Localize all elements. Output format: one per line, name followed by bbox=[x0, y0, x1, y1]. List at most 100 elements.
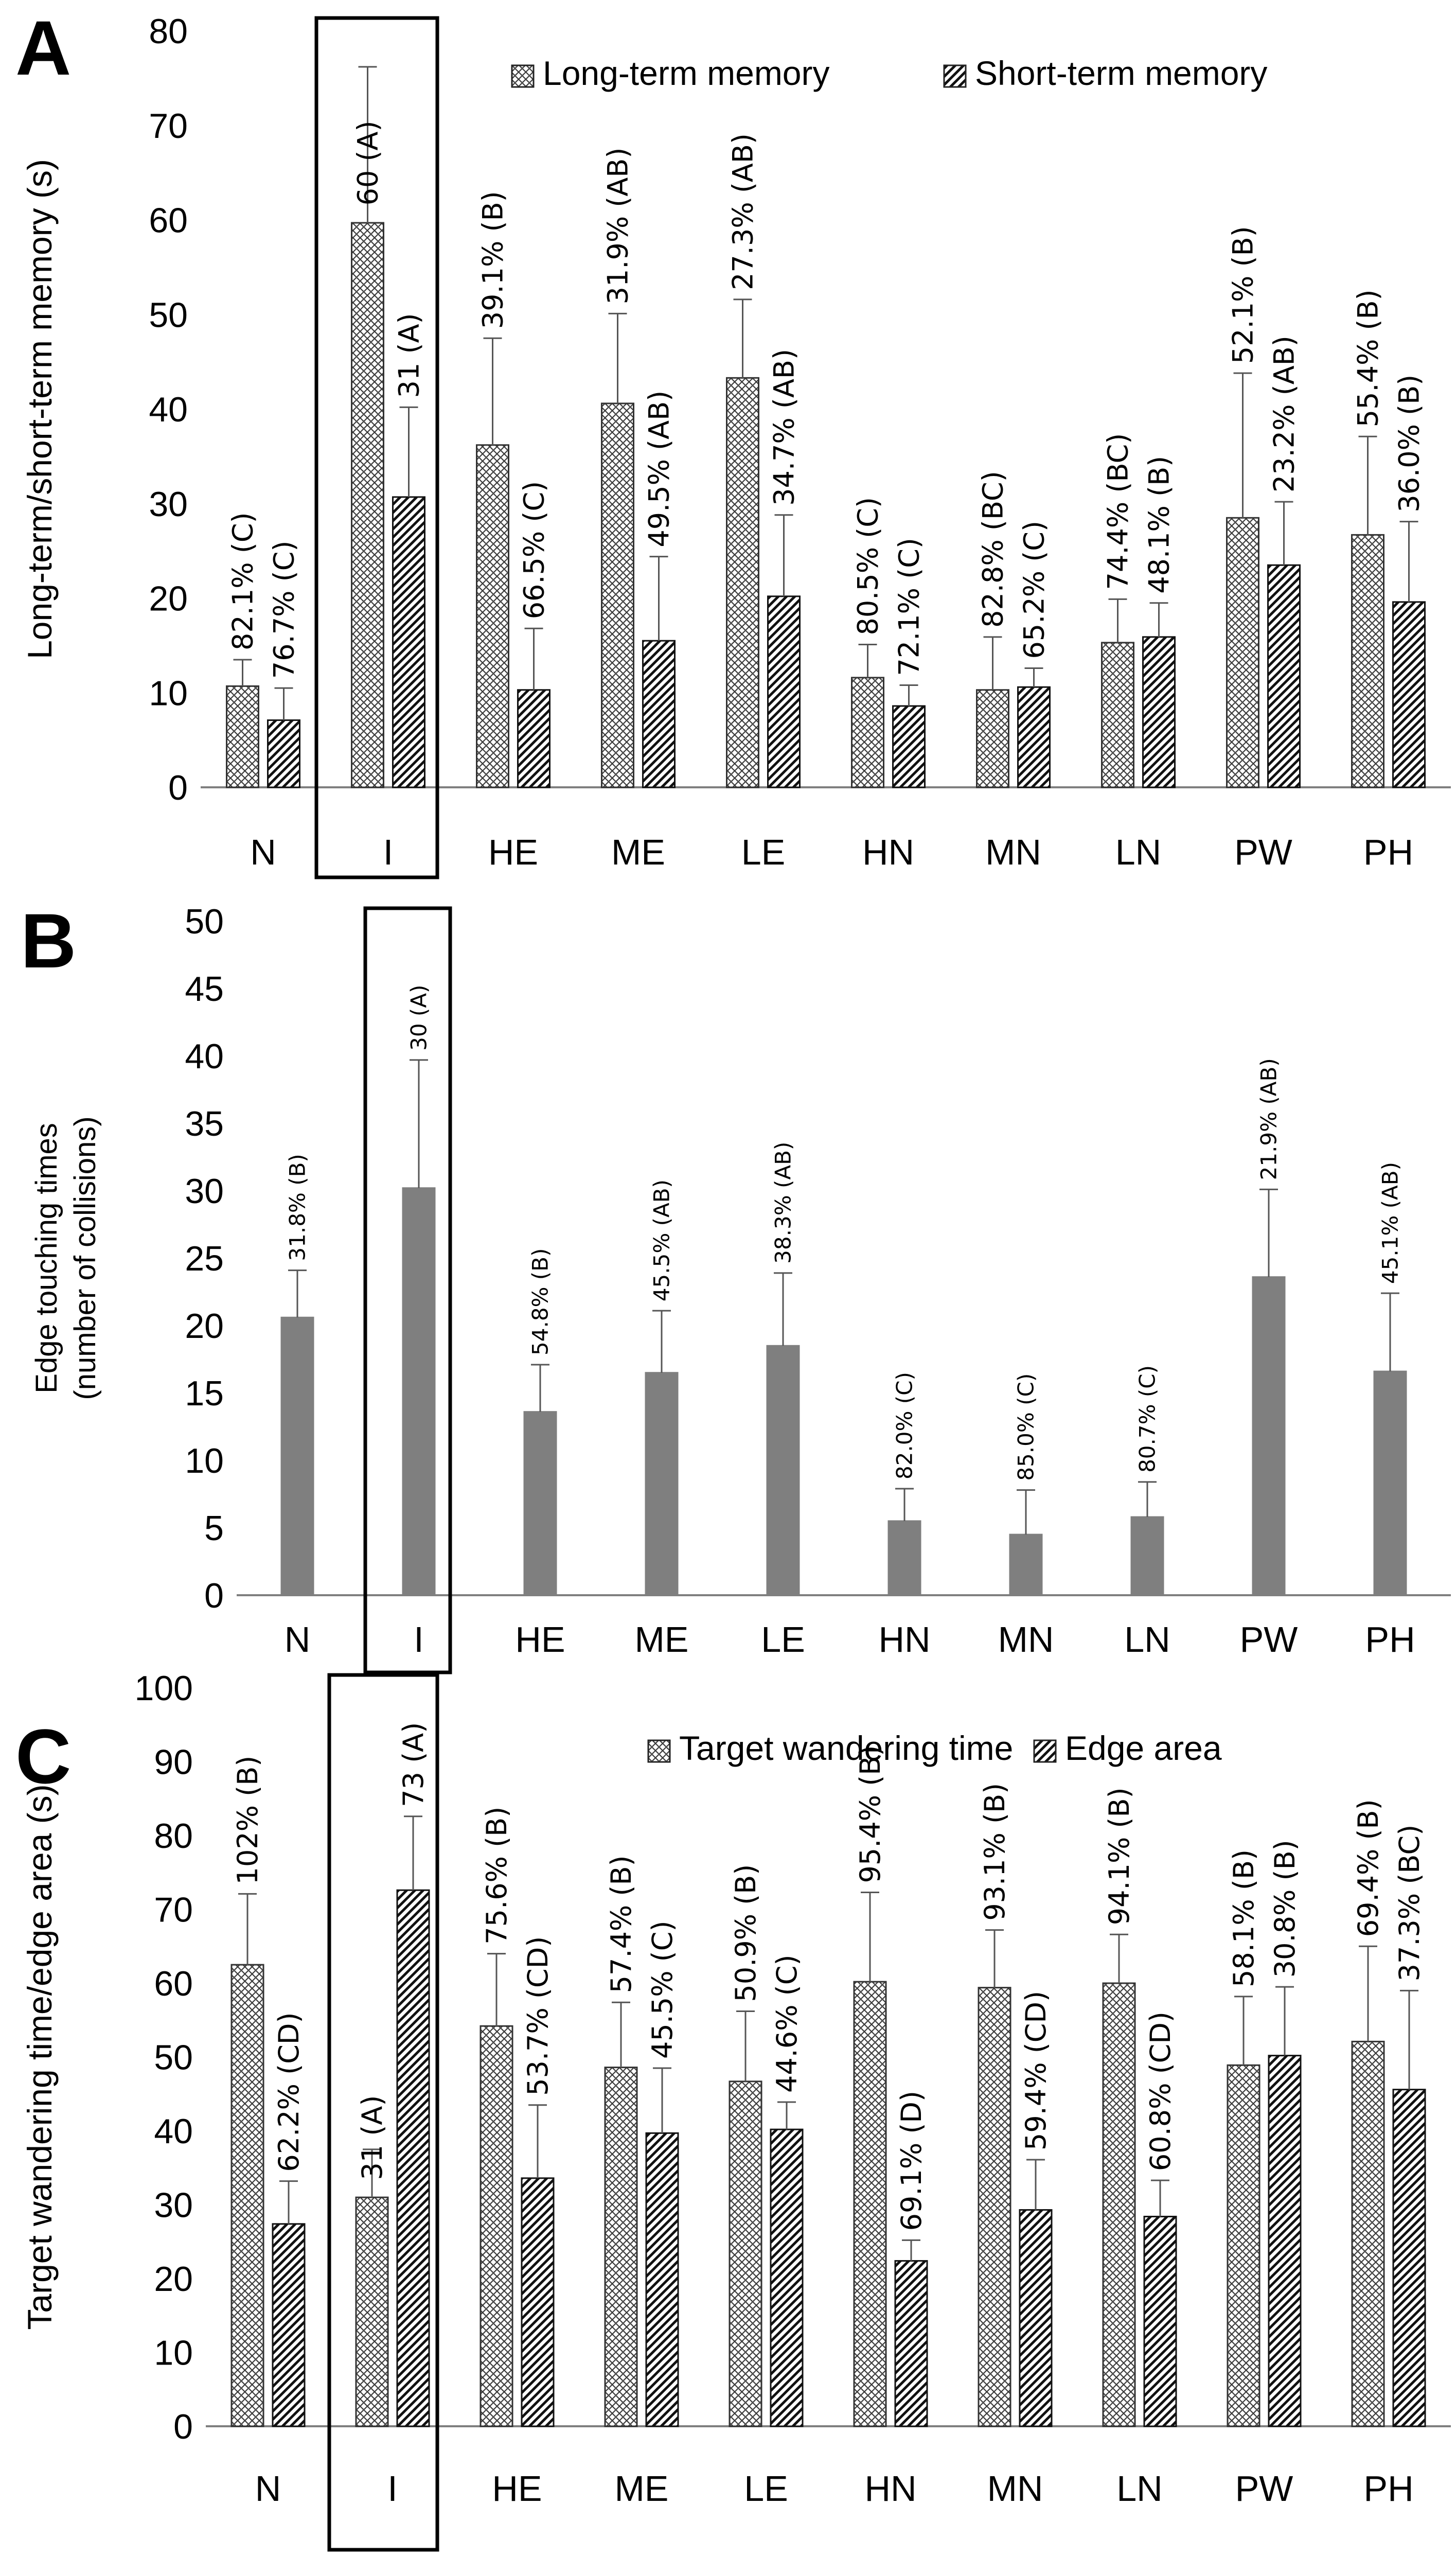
y-tick-label: 30 bbox=[185, 1172, 224, 1211]
bar bbox=[272, 2223, 306, 2427]
bar bbox=[1101, 642, 1134, 788]
legend-label: Short-term memory bbox=[975, 54, 1267, 92]
bar bbox=[604, 2067, 638, 2427]
bar bbox=[1351, 2040, 1385, 2427]
bar bbox=[355, 2196, 389, 2427]
y-tick-label: 50 bbox=[154, 2038, 193, 2077]
legend-swatch bbox=[511, 64, 535, 88]
y-tick-label: 5 bbox=[204, 1509, 224, 1548]
bar bbox=[1268, 2055, 1302, 2427]
y-tick-label: 45 bbox=[185, 969, 224, 1009]
bar bbox=[521, 2177, 555, 2427]
data-label: 45.5% (C) bbox=[646, 1920, 679, 2059]
y-tick-label: 60 bbox=[149, 201, 188, 240]
x-tick-label: N bbox=[250, 832, 276, 872]
legend-swatch bbox=[1033, 1739, 1057, 1763]
data-label: 37.3% (BC) bbox=[1393, 1825, 1426, 1982]
panel-letter-a: A bbox=[15, 5, 71, 91]
bar bbox=[978, 1987, 1011, 2427]
x-tick-label: PH bbox=[1363, 2468, 1413, 2509]
data-label: 85.0% (C) bbox=[1014, 1373, 1039, 1481]
bar bbox=[1102, 1982, 1136, 2427]
y-tick-label: 100 bbox=[135, 1669, 193, 1708]
x-tick-label: HE bbox=[488, 832, 538, 872]
x-tick-label: HN bbox=[878, 1619, 930, 1660]
y-axis-label: (number of collisions) bbox=[68, 1116, 102, 1400]
legend-label: Edge area bbox=[1065, 1729, 1222, 1767]
x-tick-label: LE bbox=[744, 2468, 788, 2509]
bar bbox=[726, 377, 759, 788]
y-tick-label: 35 bbox=[185, 1104, 224, 1143]
data-label: 95.4% (B) bbox=[854, 1745, 886, 1883]
bar bbox=[1017, 686, 1051, 788]
data-label: 34.7% (AB) bbox=[768, 349, 800, 506]
data-label: 94.1% (B) bbox=[1103, 1787, 1135, 1925]
y-tick-label: 10 bbox=[185, 1441, 224, 1480]
bar bbox=[1226, 517, 1259, 788]
data-label: 31.9% (AB) bbox=[601, 148, 634, 305]
data-label: 30 (A) bbox=[406, 985, 432, 1051]
highlight-box bbox=[327, 1673, 439, 2552]
bar bbox=[770, 2128, 804, 2427]
bar bbox=[1351, 534, 1384, 788]
data-label: 69.1% (D) bbox=[895, 2091, 928, 2231]
data-label: 82.0% (C) bbox=[892, 1372, 917, 1479]
data-label: 53.7% (CD) bbox=[522, 1936, 554, 2096]
x-tick-label: LN bbox=[1124, 1619, 1170, 1660]
data-label: 45.5% (AB) bbox=[649, 1179, 674, 1301]
bar bbox=[976, 689, 1009, 788]
data-label: 21.9% (AB) bbox=[1256, 1058, 1282, 1180]
data-label: 48.1% (B) bbox=[1143, 456, 1175, 594]
bar bbox=[1227, 2064, 1260, 2427]
y-tick-label: 10 bbox=[154, 2334, 193, 2373]
x-tick-label: LE bbox=[741, 832, 786, 872]
y-tick-label: 70 bbox=[149, 107, 188, 146]
x-tick-label: LN bbox=[1115, 832, 1161, 872]
x-tick-label: I bbox=[414, 1619, 423, 1660]
x-tick-label: MN bbox=[987, 2468, 1043, 2509]
bar bbox=[280, 1316, 314, 1596]
bar bbox=[892, 705, 926, 788]
bar bbox=[1143, 2215, 1177, 2427]
bar bbox=[1267, 564, 1301, 788]
data-label: 54.8% (B) bbox=[528, 1248, 553, 1355]
data-label: 52.1% (B) bbox=[1227, 226, 1259, 364]
panel-letter-c: C bbox=[15, 1713, 71, 1800]
panel-c: C 0 10 20 30 40 50 60 70 80 90 100 Target wandering… bbox=[15, 1669, 1451, 2552]
bar bbox=[523, 1411, 557, 1596]
data-label: 72.1% (C) bbox=[893, 538, 925, 676]
bar bbox=[226, 685, 259, 788]
bar bbox=[887, 1520, 921, 1596]
data-label: 82.1% (C) bbox=[226, 512, 259, 650]
x-tick-label: N bbox=[285, 1619, 311, 1660]
x-tick-label: PH bbox=[1365, 1619, 1415, 1660]
y-axis-label: Long-term/short-term memory (s) bbox=[21, 159, 59, 659]
x-tick-label: ME bbox=[611, 832, 665, 872]
y-tick-label: 50 bbox=[149, 295, 188, 334]
data-label: 73 (A) bbox=[397, 1722, 430, 1807]
bar bbox=[517, 689, 551, 788]
x-tick-label: N bbox=[255, 2468, 281, 2509]
x-tick-label: HN bbox=[864, 2468, 916, 2509]
x-tick-label: HN bbox=[862, 832, 914, 872]
data-label: 31 (A) bbox=[393, 313, 425, 398]
x-tick-label: LE bbox=[761, 1619, 805, 1660]
data-label: 38.3% (AB) bbox=[771, 1142, 796, 1264]
bar bbox=[853, 1981, 887, 2427]
x-tick-label: HE bbox=[492, 2468, 542, 2509]
y-tick-label: 40 bbox=[149, 390, 188, 429]
data-label: 58.1% (B) bbox=[1228, 1849, 1260, 1987]
panel-a: A 0 10 20 30 40 50 60 70 80 Long-term/short-term … bbox=[15, 5, 1451, 879]
x-tick-label: PW bbox=[1240, 1619, 1298, 1660]
y-tick-label: 20 bbox=[154, 2260, 193, 2299]
data-label: 27.3% (AB) bbox=[726, 133, 759, 290]
bar bbox=[1392, 2089, 1426, 2427]
y-axis-label: Target wandering time/edge area (s) bbox=[21, 1784, 59, 2330]
bar bbox=[1373, 1370, 1407, 1596]
data-label: 49.5% (AB) bbox=[643, 391, 675, 548]
y-tick-label: 0 bbox=[204, 1576, 224, 1615]
highlight-box bbox=[314, 16, 439, 879]
data-label: 31.8% (B) bbox=[285, 1154, 310, 1261]
y-tick-label: 80 bbox=[149, 12, 188, 51]
